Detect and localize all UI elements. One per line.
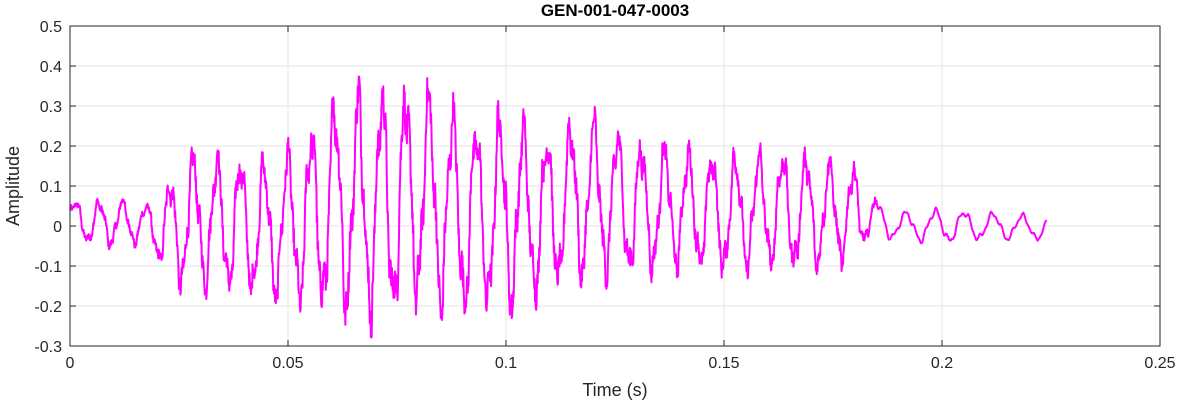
waveform-series-line — [69, 75, 1048, 339]
x-tick-label: 0.15 — [708, 355, 739, 372]
tick-layer: 0 0.05 0.1 0.15 0.2 0.25 -0.3 -0.2 -0.1 0 0.1 0.2 0.… — [34, 19, 1175, 372]
chart-title: GEN-001-047-0003 — [541, 1, 689, 20]
y-tick-label: -0.1 — [34, 259, 62, 276]
y-tick-label: 0.4 — [40, 59, 62, 76]
x-tick-label: 0.05 — [272, 355, 303, 372]
x-tick-label: 0.25 — [1144, 355, 1175, 372]
series-layer — [69, 75, 1048, 339]
y-tick-label: -0.3 — [34, 339, 62, 356]
y-tick-label: 0.2 — [40, 139, 62, 156]
y-tick-label: 0 — [53, 219, 62, 236]
x-tick-label: 0 — [66, 355, 75, 372]
y-tick-label: 0.5 — [40, 19, 62, 36]
x-tick-label: 0.1 — [495, 355, 517, 372]
x-tick-label: 0.2 — [931, 355, 953, 372]
y-tick-label: -0.2 — [34, 299, 62, 316]
grid-layer — [70, 26, 1160, 346]
y-tick-label: 0.3 — [40, 99, 62, 116]
x-axis-title: Time (s) — [582, 380, 647, 400]
y-tick-label: 0.1 — [40, 179, 62, 196]
y-axis-title: Amplitude — [3, 146, 23, 226]
